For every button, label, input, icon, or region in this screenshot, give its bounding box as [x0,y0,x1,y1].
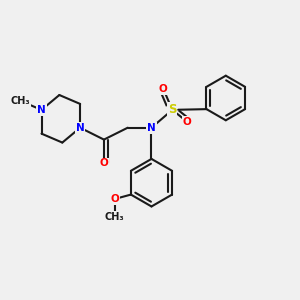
Text: O: O [100,158,108,168]
Text: O: O [159,84,168,94]
Text: N: N [147,123,156,133]
Text: O: O [183,117,191,127]
Text: S: S [168,103,176,116]
Text: N: N [37,105,46,115]
Text: CH₃: CH₃ [11,96,31,106]
Text: CH₃: CH₃ [105,212,124,222]
Text: O: O [110,194,119,204]
Text: N: N [76,123,85,133]
